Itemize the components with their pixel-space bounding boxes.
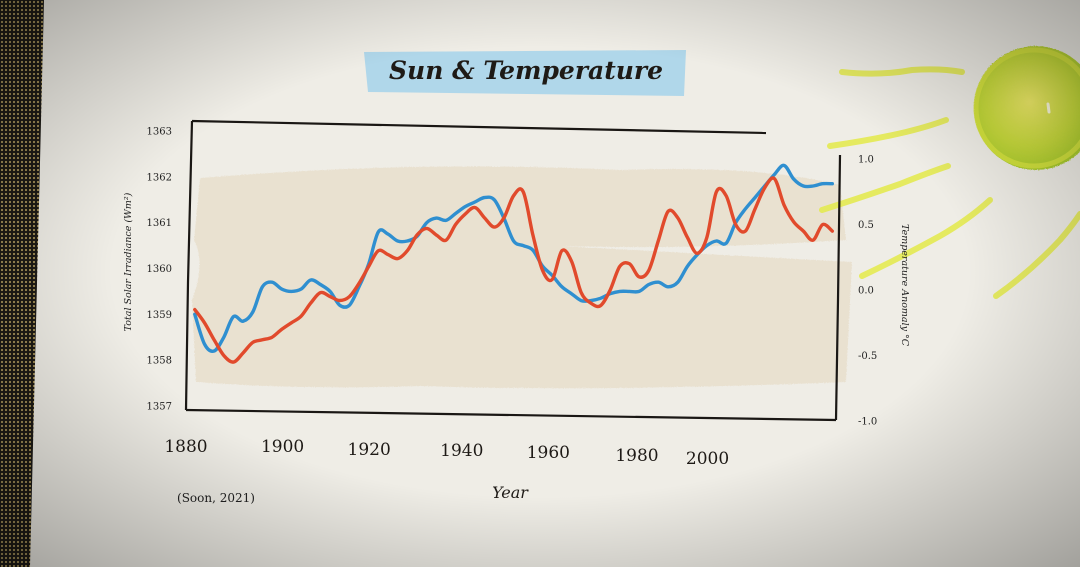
y-tick-label: 1361 <box>147 218 172 229</box>
y2-tick-label: 0.0 <box>858 286 874 297</box>
y-tick-label: 1360 <box>147 264 172 275</box>
x-tick-label: 1920 <box>348 440 391 460</box>
x-tick-label: 1940 <box>440 441 483 461</box>
y-tick-label: 1359 <box>147 310 172 321</box>
x-tick-label: 2000 <box>686 449 729 469</box>
y2-tick-label: 0.5 <box>858 220 874 231</box>
y2-tick-label: 1.0 <box>858 155 874 166</box>
chart-title: Sun & Temperature <box>389 56 663 85</box>
y2-tick-label: -0.5 <box>858 351 877 362</box>
x-tick-label: 1960 <box>527 443 570 463</box>
y2-tick-label: -1.0 <box>858 417 877 428</box>
x-tick-label: 1880 <box>164 437 207 457</box>
y2-axis-label: Temperature Anomaly °C <box>899 224 910 347</box>
x-tick-label: 1980 <box>615 446 658 466</box>
x-axis-label: Year <box>492 483 529 502</box>
citation: (Soon, 2021) <box>177 491 255 505</box>
y-tick-label: 1358 <box>147 356 172 367</box>
x-tick-label: 1900 <box>261 437 304 457</box>
y-tick-label: 1363 <box>147 127 172 138</box>
y-tick-label: 1357 <box>147 402 172 413</box>
y-tick-label: 1362 <box>147 172 172 183</box>
y-axis-label: Total Solar Irradiance (Wm²) <box>123 192 134 331</box>
